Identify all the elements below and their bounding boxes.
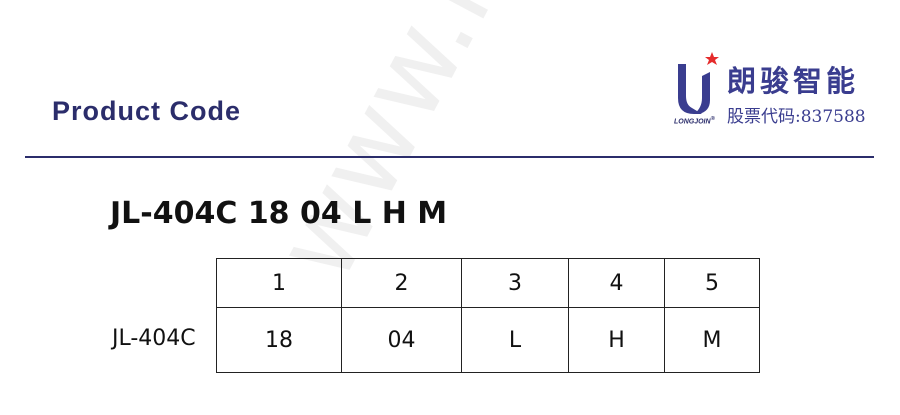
watermark: www.lc — [250, 0, 545, 301]
registered-mark: ® — [710, 116, 715, 122]
header-cell: 3 — [461, 258, 569, 308]
logo-u-icon — [678, 52, 719, 114]
code-breakdown-table: 1 2 3 4 5 18 04 L H M — [216, 258, 760, 373]
product-code: JL-404C 18 04 L H M — [110, 196, 448, 231]
value-cell: L — [461, 307, 569, 373]
header-cell: 4 — [568, 258, 665, 308]
star-icon — [705, 52, 719, 65]
stock-code: 股票代码:837588 — [727, 107, 866, 127]
value-cell: H — [568, 307, 665, 373]
logo-brand-cn: 朗骏智能 — [727, 64, 860, 98]
header-cell: 5 — [664, 258, 760, 308]
table-row: 18 04 L H M — [216, 307, 760, 373]
value-cell: M — [664, 307, 760, 373]
header-divider — [25, 156, 874, 158]
table-header-row: 1 2 3 4 5 — [216, 258, 760, 308]
value-cell: 04 — [341, 307, 462, 373]
company-logo: 朗骏智能 股票代码:837588 LONGJOIN® — [672, 50, 882, 135]
value-cell: 18 — [216, 307, 342, 373]
row-label: JL-404C — [112, 326, 196, 351]
logo-brand-en-text: LONGJOIN — [674, 118, 711, 126]
header-cell: 2 — [341, 258, 462, 308]
page-title: Product Code — [52, 96, 242, 126]
header-cell: 1 — [216, 258, 342, 308]
logo-brand-en: LONGJOIN® — [674, 116, 715, 125]
